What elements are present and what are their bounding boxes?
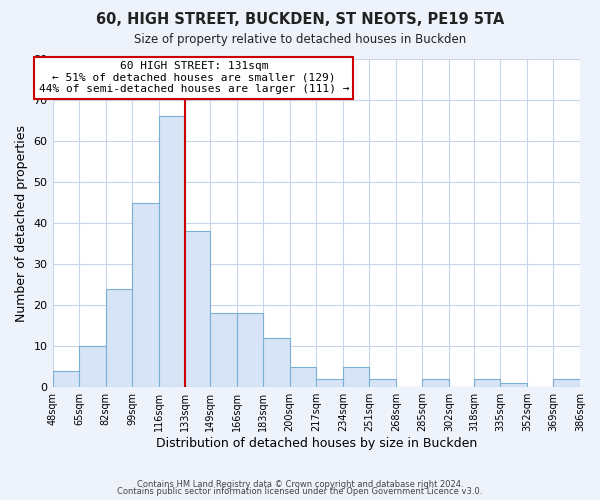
Bar [343, 366, 370, 387]
Bar [316, 379, 343, 387]
Y-axis label: Number of detached properties: Number of detached properties [15, 124, 28, 322]
Bar [263, 338, 290, 387]
Bar [210, 314, 236, 387]
Text: 60, HIGH STREET, BUCKDEN, ST NEOTS, PE19 5TA: 60, HIGH STREET, BUCKDEN, ST NEOTS, PE19… [96, 12, 504, 28]
Bar [370, 379, 396, 387]
Bar [185, 232, 210, 387]
Text: Size of property relative to detached houses in Buckden: Size of property relative to detached ho… [134, 32, 466, 46]
Bar [422, 379, 449, 387]
Text: Contains public sector information licensed under the Open Government Licence v3: Contains public sector information licen… [118, 487, 482, 496]
Bar [290, 366, 316, 387]
Bar [132, 202, 158, 387]
Bar [106, 288, 132, 387]
X-axis label: Distribution of detached houses by size in Buckden: Distribution of detached houses by size … [155, 437, 477, 450]
Bar [79, 346, 106, 387]
Text: Contains HM Land Registry data © Crown copyright and database right 2024.: Contains HM Land Registry data © Crown c… [137, 480, 463, 489]
Bar [474, 379, 500, 387]
Bar [158, 116, 185, 387]
Bar [53, 371, 79, 387]
Text: 60 HIGH STREET: 131sqm
← 51% of detached houses are smaller (129)
44% of semi-de: 60 HIGH STREET: 131sqm ← 51% of detached… [38, 61, 349, 94]
Bar [236, 314, 263, 387]
Bar [553, 379, 580, 387]
Bar [500, 383, 527, 387]
